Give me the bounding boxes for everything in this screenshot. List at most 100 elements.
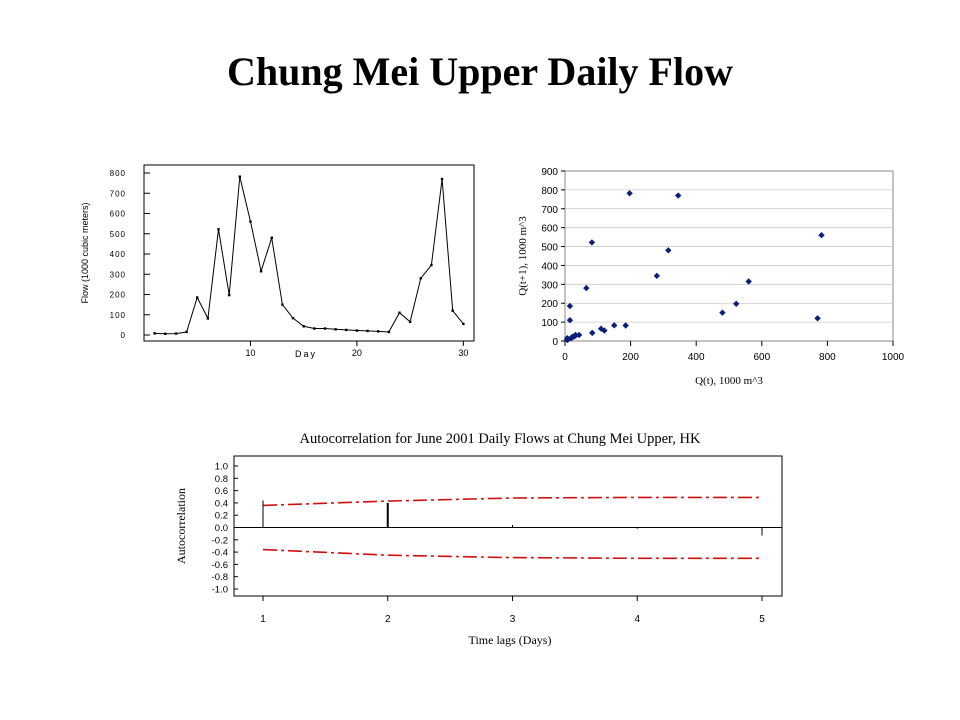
flow-point (376, 330, 380, 333)
acf-upper-confidence-line (262, 496, 762, 507)
scatter-point (818, 232, 825, 239)
acf-y-tick-label: 0.0 (215, 523, 228, 534)
flow-point (462, 322, 465, 326)
acf-x-axis-label: Time lags (Days) (469, 633, 552, 647)
acf-x-tick-label: 3 (510, 614, 516, 625)
flow-point (238, 175, 242, 178)
acf-plot-frame (233, 455, 783, 597)
scatter-x-tick-label: 200 (622, 352, 639, 363)
acf-y-tick-label: 0.6 (215, 486, 228, 497)
flow-point (355, 329, 359, 332)
flow-y-tick-label: 100 (110, 311, 126, 320)
acf-x-tick-label: 4 (634, 614, 640, 625)
scatter-point (588, 239, 596, 246)
flow-point (227, 293, 231, 297)
flow-y-tick-label: 500 (110, 230, 126, 239)
scatter-y-tick-label: 0 (552, 337, 558, 348)
flow-y-tick-label: 300 (110, 270, 126, 279)
acf-y-tick-label: 0.8 (215, 474, 228, 485)
acf-y-tick-label: 0.2 (215, 511, 228, 522)
flow-point (217, 228, 220, 231)
flow-y-axis: 0 100 200 300 400 500 600 700 800 (110, 169, 150, 340)
scatter-point (622, 322, 629, 329)
flow-point (153, 332, 156, 335)
acf-y-tick-label: -0.8 (212, 572, 228, 583)
acf-x-axis: 1 2 3 4 5 (260, 596, 765, 625)
acf-y-tick-label: -1.0 (212, 585, 228, 596)
flow-line (154, 176, 464, 335)
flow-point (419, 277, 422, 280)
scatter-plot-frame (564, 170, 894, 342)
flow-y-tick-label: 400 (110, 250, 126, 259)
scatter-y-tick-label: 200 (541, 299, 558, 310)
acf-x-tick-label: 5 (759, 614, 765, 625)
flow-point (174, 332, 178, 335)
scatter-y-axis-label: Q(t+1), 1000 m^3 (517, 216, 529, 296)
acf-confidence-limits (262, 496, 762, 560)
scatter-y-tick-label: 500 (541, 243, 558, 254)
flow-point (302, 325, 305, 328)
scatter-point (745, 278, 752, 285)
flow-plot-frame (143, 164, 475, 342)
flow-point (291, 316, 295, 320)
flow-point (164, 332, 167, 335)
flow-point (323, 327, 327, 330)
flow-point (451, 309, 454, 312)
flow-point (345, 328, 348, 332)
scatter-x-tick-label: 400 (688, 352, 705, 363)
slide-title: Chung Mei Upper Daily Flow (227, 49, 733, 94)
flow-point (366, 329, 369, 333)
acf-y-axis-label: Autocorrelation (174, 488, 188, 564)
acf-y-tick-label: -0.4 (212, 548, 228, 559)
flow-point (387, 330, 391, 334)
flow-point (196, 296, 199, 299)
acf-x-tick-label: 2 (385, 614, 391, 625)
acf-y-tick-label: 0.4 (215, 498, 228, 509)
acf-lower-confidence-line (262, 548, 762, 560)
acf-y-tick-label: 1.0 (215, 462, 228, 473)
scatter-y-tick-label: 600 (541, 224, 558, 235)
acf-y-tick-label: -0.6 (212, 560, 228, 571)
acf-x-tick-label: 1 (260, 614, 266, 625)
acf-series (262, 500, 763, 536)
flow-point (313, 327, 316, 330)
scatter-gridlines (565, 189, 893, 323)
flow-y-tick-label: 600 (110, 210, 126, 219)
flow-x-axis-label: Day (295, 349, 317, 359)
flow-x-axis: 10 20 30 (245, 341, 468, 358)
flow-point (259, 270, 263, 273)
flow-x-tick-label: 20 (352, 348, 362, 358)
flow-x-tick-label: 30 (458, 348, 468, 358)
flow-y-tick-label: 800 (110, 169, 126, 178)
scatter-x-tick-label: 1000 (882, 352, 905, 363)
flow-point (249, 220, 252, 223)
lag-scatter-chart: 0 100 200 300 400 500 600 700 800 900 0 200 400 600 8… (517, 167, 905, 387)
flow-y-tick-label: 200 (110, 291, 126, 300)
flow-series (153, 175, 465, 335)
autocorrelation-chart: Autocorrelation for June 2001 Daily Flow… (174, 431, 783, 647)
scatter-y-tick-label: 900 (541, 167, 558, 178)
flow-point (185, 330, 188, 334)
flow-point (334, 328, 337, 331)
scatter-point (589, 329, 596, 337)
flow-y-tick-label: 0 (121, 331, 126, 340)
scatter-point (674, 192, 682, 199)
flow-x-tick-label: 10 (245, 348, 255, 358)
scatter-y-tick-label: 700 (541, 205, 558, 216)
flow-point (270, 236, 273, 239)
scatter-x-axis: 0 200 400 600 800 1000 (562, 341, 905, 363)
flow-y-tick-label: 700 (110, 189, 126, 198)
scatter-x-tick-label: 0 (562, 352, 568, 363)
scatter-x-axis-label: Q(t), 1000 m^3 (695, 375, 763, 387)
flow-line-chart: 0 100 200 300 400 500 600 700 800 10 20 30 Flow (1… (80, 164, 475, 359)
flow-y-axis-label: Flow (1000 cubic meters) (80, 202, 90, 303)
flow-point (206, 317, 210, 320)
scatter-y-tick-label: 400 (541, 261, 558, 272)
flow-point (398, 311, 401, 314)
scatter-y-tick-label: 300 (541, 280, 558, 291)
acf-title: Autocorrelation for June 2001 Daily Flow… (300, 431, 701, 447)
scatter-x-tick-label: 600 (753, 352, 770, 363)
flow-point (430, 263, 433, 267)
scatter-x-tick-label: 800 (819, 352, 836, 363)
flow-point (281, 303, 284, 306)
